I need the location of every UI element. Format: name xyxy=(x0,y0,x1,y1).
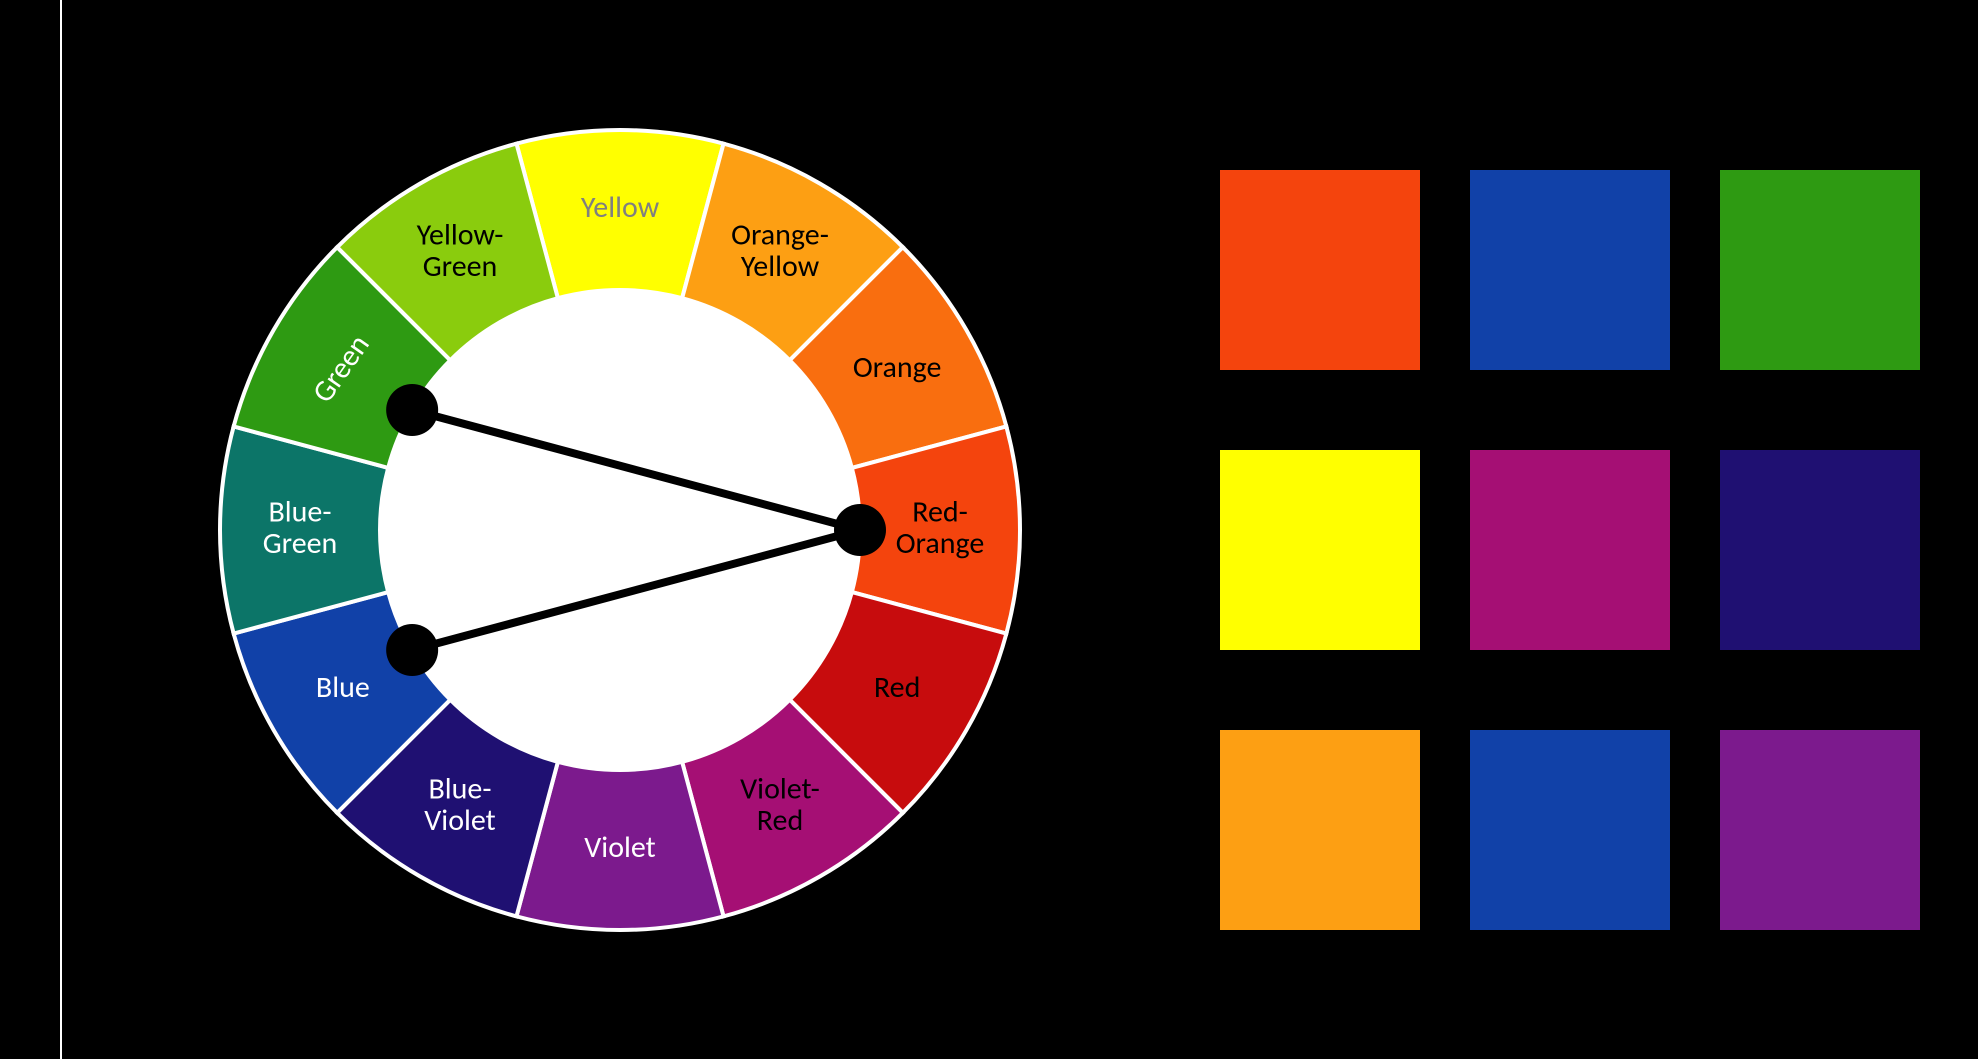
svg-text:Yellow: Yellow xyxy=(581,189,660,226)
color-swatch xyxy=(1470,730,1670,930)
svg-text:Violet: Violet xyxy=(424,802,495,839)
wheel-segment-label: Blue xyxy=(316,669,370,706)
wheel-segment-label: Yellow xyxy=(581,189,660,226)
selection-node xyxy=(834,504,886,556)
svg-text:Yellow: Yellow xyxy=(741,248,820,285)
color-wheel: YellowOrange-YellowOrangeRed-OrangeRedVi… xyxy=(200,110,1040,950)
svg-text:Red: Red xyxy=(874,669,920,706)
palette-row xyxy=(1220,730,1920,930)
color-swatch xyxy=(1220,450,1420,650)
palette-grid xyxy=(1220,170,1920,930)
svg-text:Violet: Violet xyxy=(584,829,655,866)
wheel-segment-label: Red xyxy=(874,669,920,706)
svg-text:Blue: Blue xyxy=(316,669,370,706)
color-swatch xyxy=(1220,170,1420,370)
selection-node xyxy=(386,624,438,676)
selection-node xyxy=(386,384,438,436)
wheel-segment-label: Blue-Violet xyxy=(424,771,495,840)
color-swatch xyxy=(1720,450,1920,650)
color-swatch xyxy=(1470,170,1670,370)
svg-text:Orange: Orange xyxy=(853,349,942,386)
color-swatch xyxy=(1470,450,1670,650)
wheel-segment-label: Orange xyxy=(853,349,942,386)
color-swatch xyxy=(1720,170,1920,370)
wheel-center xyxy=(380,290,860,770)
wheel-segment-label: Violet xyxy=(584,829,655,866)
stage: YellowOrange-YellowOrangeRed-OrangeRedVi… xyxy=(0,0,1978,1059)
svg-text:Orange: Orange xyxy=(896,525,985,562)
wheel-segment-label: Orange-Yellow xyxy=(731,216,829,285)
svg-text:Green: Green xyxy=(263,525,338,562)
wheel-segment-label: Yellow-Green xyxy=(417,216,504,285)
svg-text:Green: Green xyxy=(423,248,498,285)
color-swatch xyxy=(1220,730,1420,930)
palette-row xyxy=(1220,170,1920,370)
svg-text:Red: Red xyxy=(757,802,803,839)
wheel-segment-label: Blue-Green xyxy=(263,493,338,562)
palette-row xyxy=(1220,450,1920,650)
color-swatch xyxy=(1720,730,1920,930)
